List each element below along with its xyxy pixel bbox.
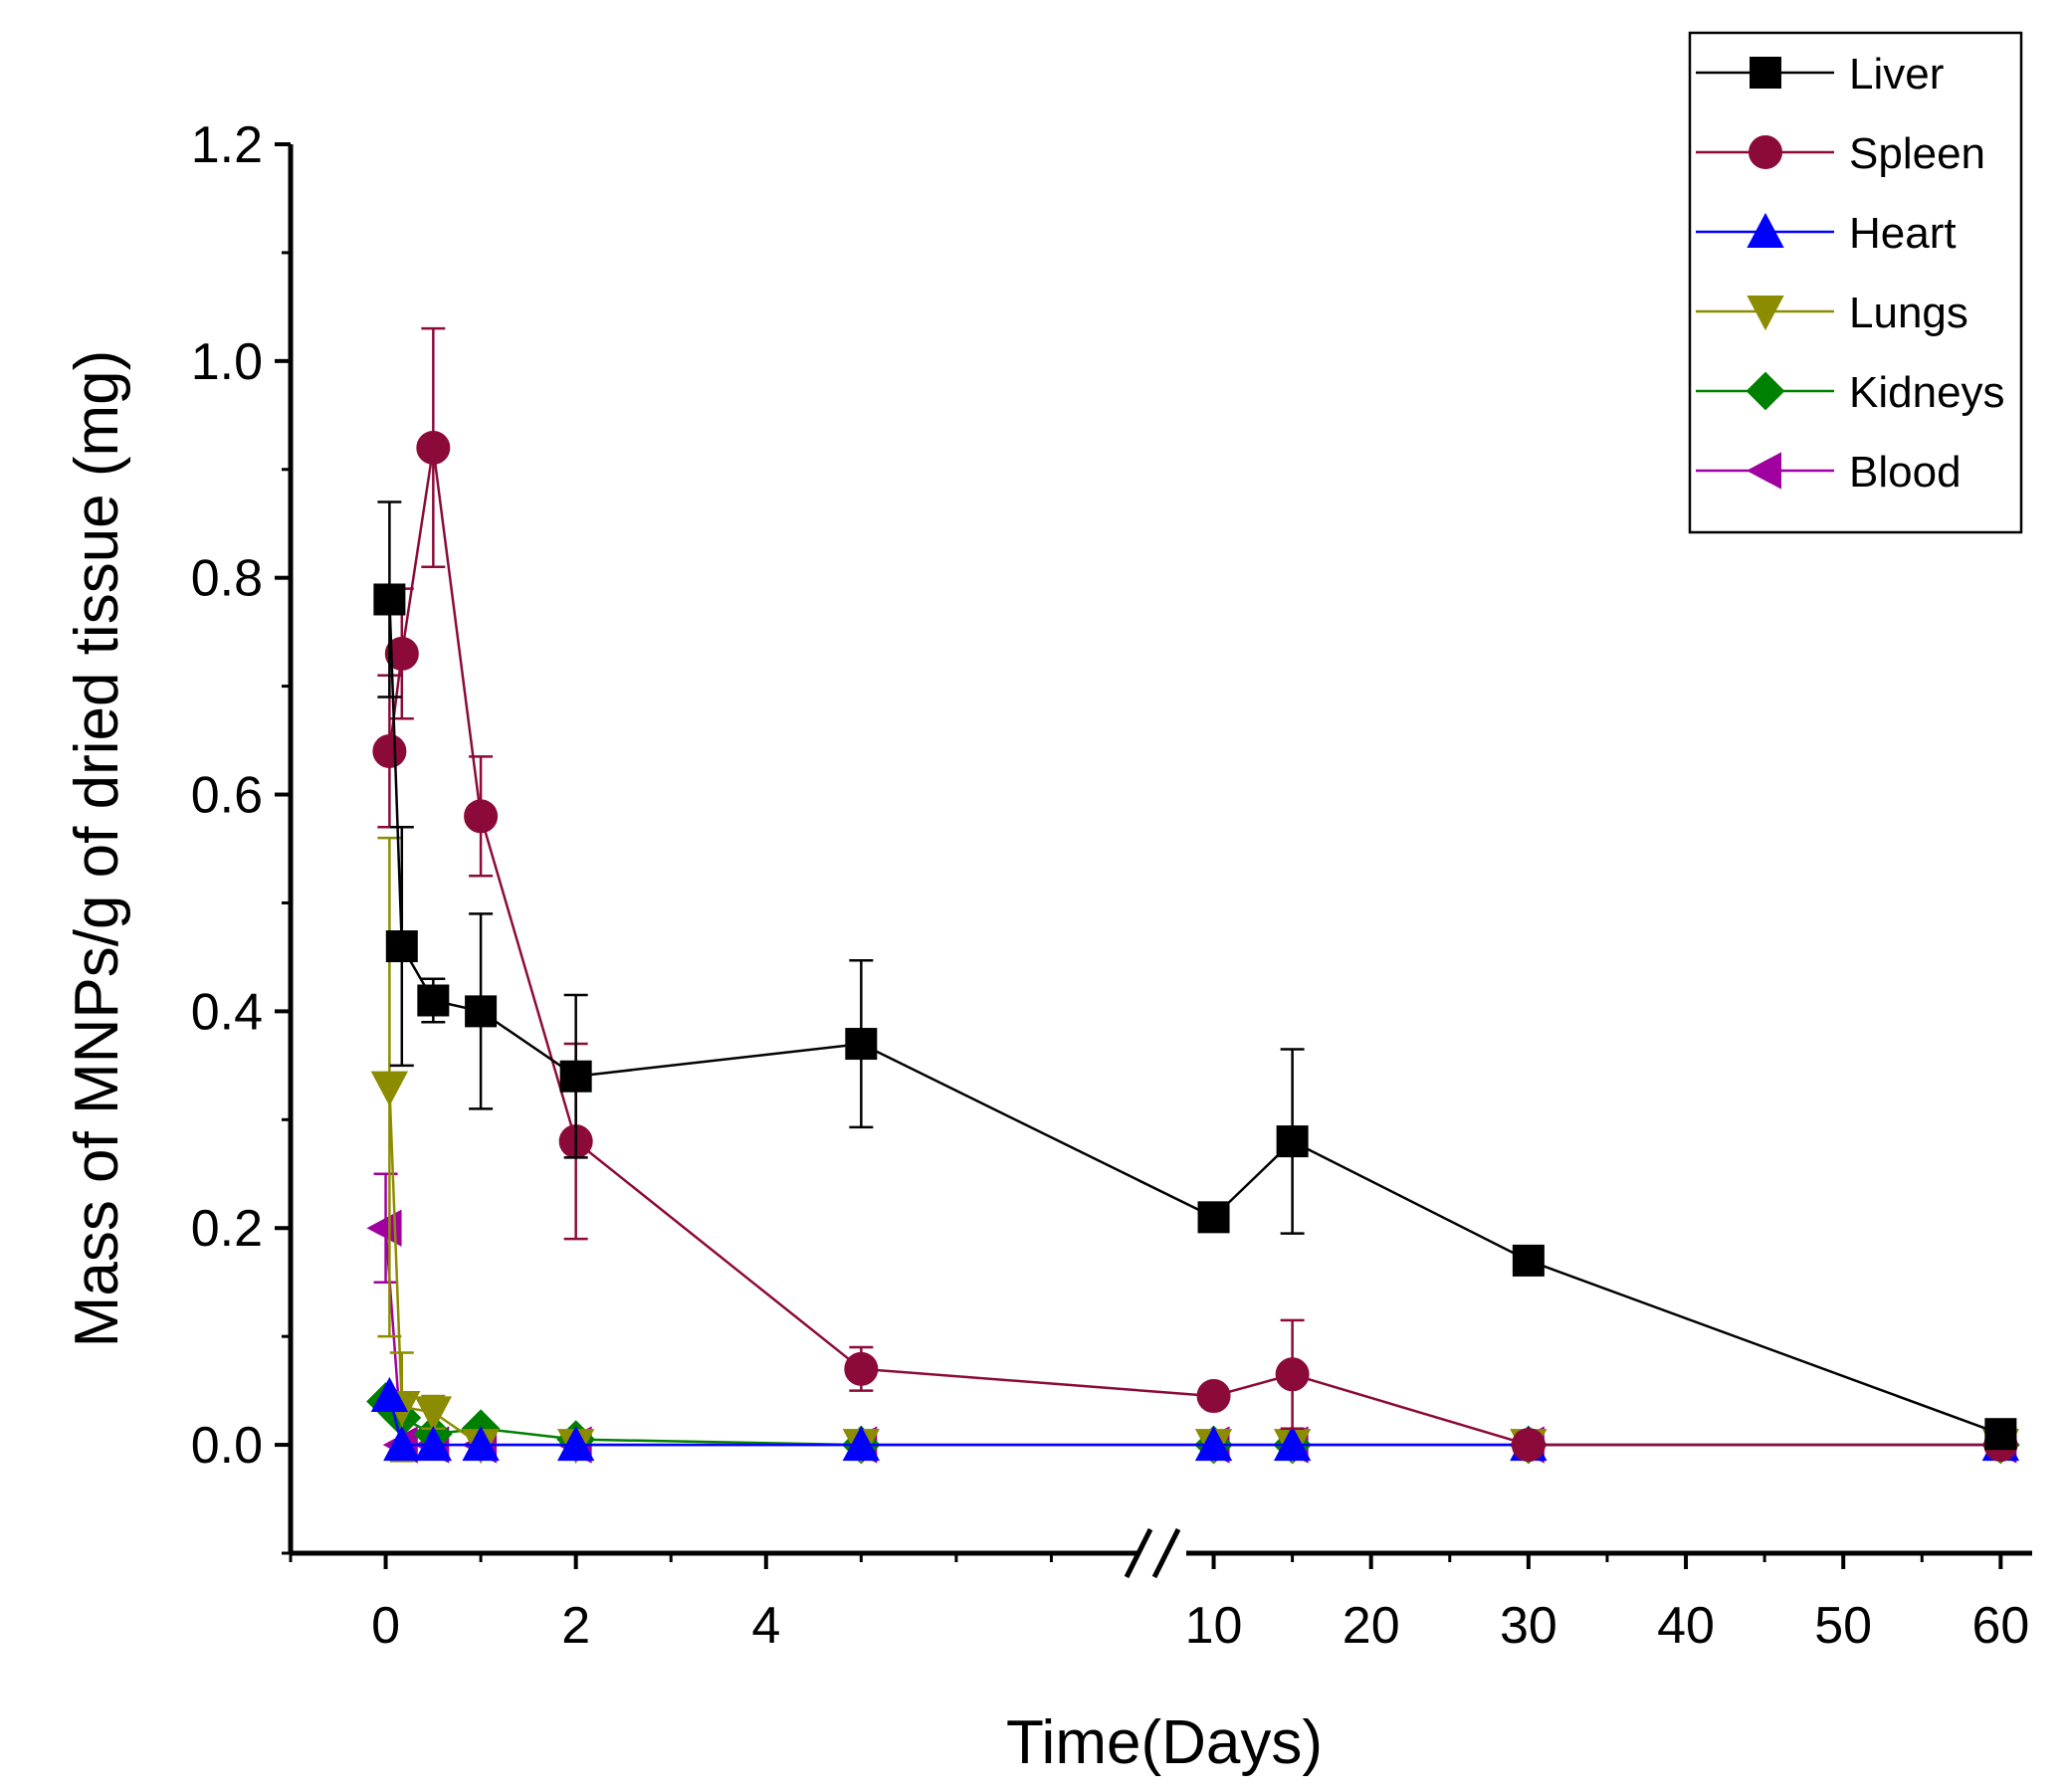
lungs-point <box>414 1396 452 1432</box>
legend: Liver Spleen Heart Lungs Kidneys Blood <box>1688 31 2023 534</box>
spleen-point <box>1511 1428 1546 1463</box>
heart-line <box>388 1395 2001 1447</box>
spleen-point <box>464 799 499 834</box>
legend-label: Spleen <box>1849 129 1985 178</box>
liver-series <box>373 500 2017 1451</box>
legend-item-liver: Liver <box>1696 50 1944 99</box>
x-tick-label: 2 <box>561 1597 590 1655</box>
legend-marker <box>1747 212 1784 248</box>
heart-point <box>557 1425 595 1462</box>
legend-item-heart: Heart <box>1696 209 1957 258</box>
legend-item-kidneys: Kidneys <box>1696 368 2005 417</box>
legend-marker <box>1747 296 1784 331</box>
x-tick-label: 20 <box>1343 1597 1400 1655</box>
y-tick-label: 0.4 <box>191 983 263 1041</box>
legend-marker <box>1749 135 1782 169</box>
legend-item-blood: Blood <box>1696 448 1962 497</box>
blood-point <box>366 1209 402 1247</box>
x-tick-label: 10 <box>1185 1597 1243 1655</box>
legend-box <box>1688 31 2023 534</box>
spleen-series <box>372 326 2018 1463</box>
liver-point <box>465 995 498 1028</box>
liver-point <box>1984 1418 2017 1451</box>
spleen-point <box>416 430 451 465</box>
spleen-point <box>844 1351 879 1386</box>
y-tick-label: 0.0 <box>191 1417 263 1475</box>
x-tick-label: 30 <box>1500 1597 1557 1655</box>
y-tick-label: 0.8 <box>191 550 263 608</box>
legend-marker <box>1750 57 1781 89</box>
liver-point <box>1197 1201 1230 1234</box>
spleen-point <box>384 636 419 671</box>
legend-label: Kidneys <box>1849 368 2005 417</box>
heart-point <box>1273 1425 1312 1462</box>
axis-break-mark <box>1124 1527 1153 1579</box>
spleen-point <box>372 733 407 768</box>
spleen-point <box>1196 1379 1231 1414</box>
liver-point <box>845 1028 878 1061</box>
liver-point <box>1276 1125 1309 1158</box>
legend-label: Heart <box>1849 209 1957 258</box>
axes-layer: 0.0 0.2 0.4 0.6 0.8 1.0 1.2 0 2 4 10 20 30 40 50 60 <box>191 116 2032 1655</box>
heart-point <box>842 1425 880 1462</box>
liver-point <box>1512 1244 1545 1277</box>
liver-point <box>417 984 450 1017</box>
spleen-point <box>1275 1357 1310 1392</box>
spleen-line <box>388 447 2001 1447</box>
y-tick-label: 1.0 <box>191 333 263 391</box>
x-axis-title: Time(Days) <box>1006 1708 1323 1777</box>
legend-item-spleen: Spleen <box>1696 129 1985 178</box>
x-tick-label: 50 <box>1814 1597 1872 1655</box>
legend-label: Lungs <box>1849 289 1968 337</box>
legend-label: Liver <box>1849 50 1944 99</box>
legend-item-lungs: Lungs <box>1696 289 1968 337</box>
liver-point <box>373 583 406 616</box>
axis-break-mark <box>1151 1527 1181 1579</box>
x-tick-label: 4 <box>751 1597 780 1655</box>
x-tick-label: 0 <box>371 1597 400 1655</box>
legend-marker <box>1746 452 1781 490</box>
heart-point <box>414 1425 452 1462</box>
x-tick-label: 40 <box>1657 1597 1715 1655</box>
x-tick-label: 60 <box>1971 1597 2029 1655</box>
legend-label: Blood <box>1849 448 1962 497</box>
heart-point <box>370 1376 409 1413</box>
series-layer <box>366 326 2020 1465</box>
heart-point <box>1194 1425 1233 1462</box>
heart-point <box>462 1425 500 1462</box>
liver-point <box>559 1060 592 1093</box>
y-tick-label: 1.2 <box>191 116 263 174</box>
lungs-point <box>370 1071 409 1106</box>
y-tick-label: 0.6 <box>191 767 263 825</box>
heart-series <box>370 1376 2020 1462</box>
legend-marker <box>1746 371 1785 411</box>
liver-point <box>385 930 418 963</box>
y-axis-title: Mass of MNPs/g of dried tissue (mg) <box>63 350 131 1348</box>
y-tick-label: 0.2 <box>191 1200 263 1258</box>
heart-point <box>383 1425 421 1462</box>
liver-line <box>388 599 2001 1436</box>
